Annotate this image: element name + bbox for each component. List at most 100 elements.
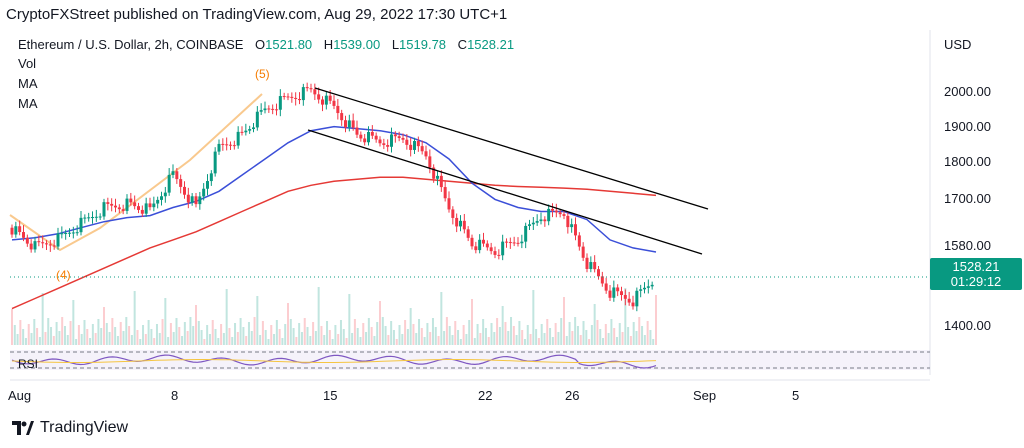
candle-body [244,130,248,133]
volume-bar [125,317,128,345]
candle-body [390,134,393,147]
rsi-label[interactable]: RSI [18,357,39,371]
volume-bar [161,319,164,345]
price-tick: 2000.00 [944,84,991,99]
volume-bar [211,320,214,345]
candle-body [386,145,390,147]
candle-body [646,286,650,288]
candle-body [570,224,574,228]
indicator-ma-2[interactable]: MA [18,96,38,111]
candle-body [535,221,539,223]
volume-bar [454,321,457,345]
candle-body [179,179,183,187]
volume-bar [61,317,64,345]
candle-body [79,217,83,233]
candle-body [110,203,114,206]
volume-bar [373,336,376,345]
volume-bar [197,321,200,345]
candle-body [428,156,432,168]
candle-body [581,246,585,258]
volume-bar [136,330,139,345]
candle-body [505,241,508,243]
volume-bar [58,331,61,345]
volume-bar [111,318,114,345]
volume-bar [30,333,33,345]
indicator-vol[interactable]: Vol [18,56,37,71]
candle-body [209,173,213,182]
candle-body [37,241,41,243]
wave-label-4: (4) [56,268,71,282]
volume-bar [563,297,565,345]
volume-bar [415,333,418,345]
footer-brand-name: TradingView [40,419,129,436]
volume-bar [231,337,234,345]
volume-bar [69,321,72,345]
volume-bar [103,307,105,345]
candle-body [175,171,179,180]
close-value: 1528.21 [467,37,515,52]
volume-bar [359,337,362,345]
candle-body [351,120,355,128]
volume-bar [429,332,432,345]
candle-body [512,242,516,244]
candle-body [290,96,294,98]
volume-bar [242,327,245,345]
volume-bar [206,325,209,345]
candle-body [217,143,221,152]
candle-body [382,143,386,146]
candle-body [436,175,439,179]
volume-bar [41,293,44,345]
open-label: O [255,37,266,52]
candle-body [114,205,117,208]
volume-bar [526,325,529,345]
volume-bar [574,317,577,345]
candle-body [183,186,186,195]
high-label: H [323,37,334,52]
candle-body [206,181,209,189]
volume-bar [618,323,621,345]
volume-bar [66,335,69,345]
volume-bar [484,328,487,345]
candle-body [600,276,604,284]
candle-body [501,241,505,256]
candle-body [232,145,236,147]
candle-body [531,222,535,225]
volume-bar [406,329,409,345]
volume-bar [239,318,242,345]
candle-body [608,290,612,298]
candle-body [64,233,68,235]
candle-body [221,143,225,145]
volume-bar [462,325,465,345]
volume-bar [16,334,19,345]
date-tick: 26 [565,388,580,403]
volume-bar [504,322,507,345]
volume-bar [546,319,549,345]
volume-bar [451,335,454,345]
candle-body [137,206,140,210]
volume-bar [632,322,635,345]
footer-brand[interactable]: TradingView [12,419,128,437]
indicator-ma-1[interactable]: MA [18,76,38,91]
volume-bar [599,329,602,345]
symbol-title[interactable]: Ethereum / U.S. Dollar, 2h, COINBASE [18,37,244,52]
candle-body [397,136,401,138]
candle-body [577,235,581,247]
volume-bar [128,326,131,345]
price-tick: 1900.00 [944,119,991,134]
volume-bar [512,326,515,345]
candle-body [627,298,631,303]
volume-bar [649,330,652,345]
volume-bar [604,324,607,345]
volume-bar [510,317,513,345]
volume-bar [590,325,593,345]
volume-bar [273,334,276,345]
volume-bar [155,324,158,345]
price-tick: 1400.00 [944,318,991,333]
candle-body [41,242,45,244]
channel-lower-line [307,129,703,255]
date-tick: 22 [478,388,493,403]
volume-bar [535,329,538,345]
volume-bar [164,298,167,345]
price-tick: 1700.00 [944,191,991,206]
volume-bar [278,329,281,345]
